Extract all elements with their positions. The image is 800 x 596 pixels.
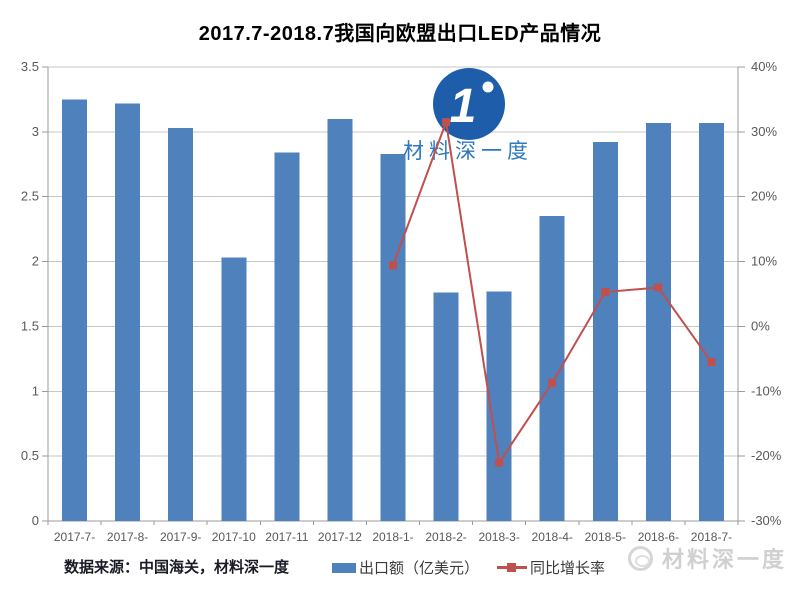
growth-marker: [601, 288, 610, 297]
bar-2018-1-: [380, 153, 406, 521]
growth-marker: [389, 261, 397, 270]
growth-marker: [495, 458, 504, 467]
legend-line-swatch-icon: [497, 562, 528, 573]
left-axis-label: 1.5: [21, 318, 39, 333]
x-axis-label: 2018-6-: [638, 530, 679, 544]
legend-line-label: 同比增长率: [530, 560, 606, 577]
data-source-note: 数据来源：中国海关，材料深一度: [64, 559, 290, 576]
right-axis-label: 20%: [751, 189, 777, 204]
growth-marker: [707, 358, 716, 367]
legend-bar-swatch-icon: [332, 562, 356, 573]
growth-marker: [654, 283, 663, 292]
left-axis-label: 3.5: [21, 59, 39, 74]
logo-watermark: 1 材料深一度: [403, 68, 533, 163]
legend-line-marker: [507, 563, 517, 572]
bar-series: [62, 99, 724, 522]
left-axis-label: 2: [32, 254, 39, 269]
chart-legend: 出口额（亿美元） 同比增长率: [332, 557, 605, 578]
right-axis-label: 30%: [751, 124, 777, 139]
x-axis-label: 2018-2-: [425, 530, 466, 544]
bar-2017-11: [274, 152, 300, 521]
x-axis-label: 2017-7-: [54, 530, 95, 544]
bar-2017-9-: [168, 127, 194, 522]
growth-marker: [442, 118, 451, 127]
x-axis-label: 2018-5-: [585, 530, 626, 544]
bar-2018-6-: [645, 122, 671, 521]
watermark-logo-icon: [628, 545, 653, 571]
bar-2018-2-: [433, 292, 459, 521]
growth-marker: [548, 378, 557, 387]
right-axis-label: -20%: [751, 448, 782, 463]
bar-2017-7-: [62, 99, 88, 521]
bar-2018-7-: [698, 122, 724, 521]
logo-one-glyph: 1: [450, 80, 477, 133]
x-axis-label: 2017-8-: [107, 530, 148, 544]
bar-2017-8-: [115, 103, 141, 521]
watermark-text: 材料深一度: [662, 547, 788, 572]
gray-watermark: 材料深一度: [628, 542, 787, 574]
bar-2017-10: [221, 257, 247, 521]
logo-watermark-text: 材料深一度: [403, 140, 533, 163]
x-axis-label: 2018-3-: [478, 530, 519, 544]
bar-2018-5-: [592, 142, 618, 521]
right-axis-label: -30%: [751, 513, 782, 528]
left-axis-label: 2.5: [21, 189, 39, 204]
x-axis-label: 2017-9-: [160, 530, 201, 544]
right-axis-label: 10%: [751, 254, 777, 269]
right-axis-label: 40%: [751, 59, 777, 74]
x-axis-label: 2017-10: [212, 530, 256, 544]
x-axis-label: 2017-12: [318, 530, 362, 544]
chart-title: 2017.7-2018.7我国向欧盟出口LED产品情况: [198, 23, 602, 45]
x-axis-label: 2018-4-: [532, 530, 573, 544]
left-axis-label: 3: [32, 124, 39, 139]
x-axis-label: 2017-11: [265, 530, 308, 544]
right-axis-label: -10%: [751, 383, 782, 398]
left-axis-label: 1: [32, 383, 39, 398]
right-axis-label: 0%: [751, 318, 770, 333]
x-axis-label: 2018-7-: [691, 530, 732, 544]
logo-degree-dot-icon: [482, 81, 494, 93]
x-axis-label: 2018-1-: [372, 530, 413, 544]
growth-line-series: [389, 118, 716, 467]
left-axis-label: 0.5: [21, 448, 39, 463]
bar-2017-12: [327, 118, 353, 521]
left-axis-label: 0: [32, 513, 39, 528]
legend-bar-label: 出口额（亿美元）: [359, 560, 480, 577]
